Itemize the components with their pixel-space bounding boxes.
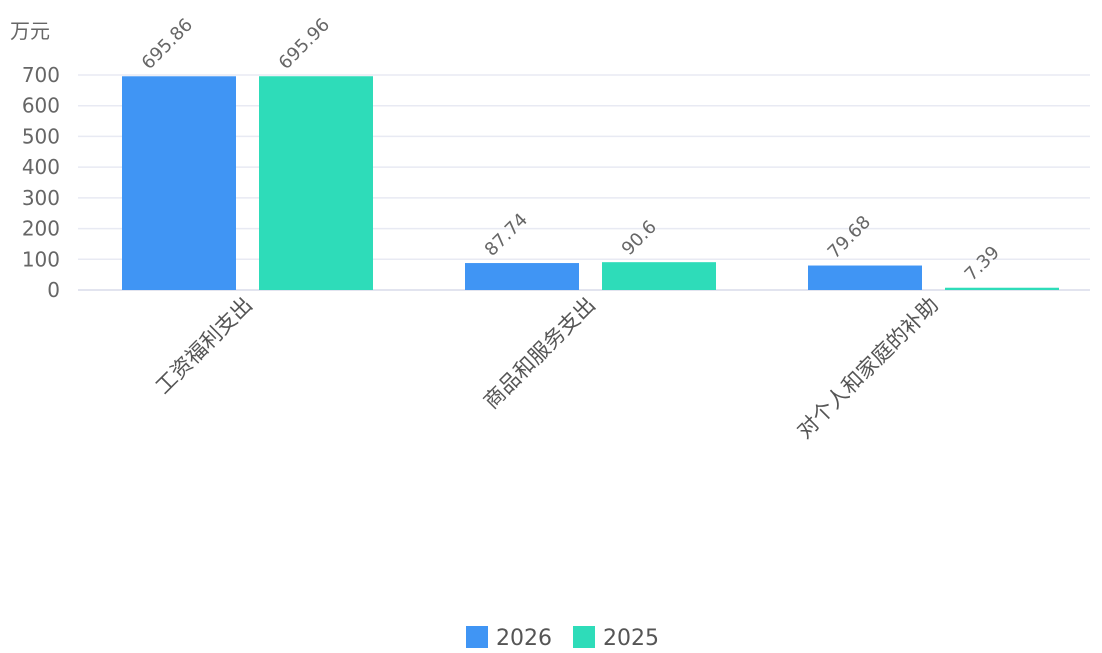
y-tick-label: 400: [22, 155, 60, 179]
y-axis-unit-label: 万元: [10, 19, 50, 43]
y-tick-label: 600: [22, 94, 60, 118]
bar-2026-0[interactable]: [122, 76, 236, 290]
y-tick-label: 500: [22, 124, 60, 148]
x-tick-label: 商品和服务支出: [479, 293, 600, 414]
bar-2026-1[interactable]: [465, 263, 579, 290]
legend: 2026 2025: [466, 626, 659, 651]
bar-2025-0[interactable]: [259, 76, 373, 290]
legend-item-label[interactable]: 2026: [496, 626, 552, 651]
y-tick-label: 700: [22, 63, 60, 87]
legend-swatch: [466, 626, 488, 648]
grid: [78, 74, 1090, 291]
y-tick-label: 300: [22, 186, 60, 210]
value-label: 695.86: [138, 14, 197, 73]
value-label: 79.68: [824, 212, 875, 263]
value-label: 87.74: [481, 209, 532, 260]
bar-2025-2[interactable]: [945, 287, 1059, 290]
legend-swatch: [573, 626, 595, 648]
y-tick-label: 0: [47, 278, 60, 302]
value-label: 695.96: [275, 14, 334, 73]
legend-item-label[interactable]: 2025: [603, 626, 659, 651]
x-tick-label: 对个人和家庭的补助: [792, 293, 943, 444]
y-tick-label: 100: [22, 247, 60, 271]
y-tick-label: 200: [22, 217, 60, 241]
value-label: 90.6: [618, 217, 661, 260]
x-tick-label: 工资福利支出: [151, 293, 257, 399]
bar-2025-1[interactable]: [602, 262, 716, 290]
y-axis: 万元 0 100 200 300 400 500 600 700: [10, 19, 60, 302]
bars: [122, 76, 1059, 290]
value-label: 7.39: [961, 242, 1004, 285]
bar-2026-2[interactable]: [808, 265, 922, 290]
x-axis: 工资福利支出 商品和服务支出 对个人和家庭的补助: [151, 293, 943, 444]
